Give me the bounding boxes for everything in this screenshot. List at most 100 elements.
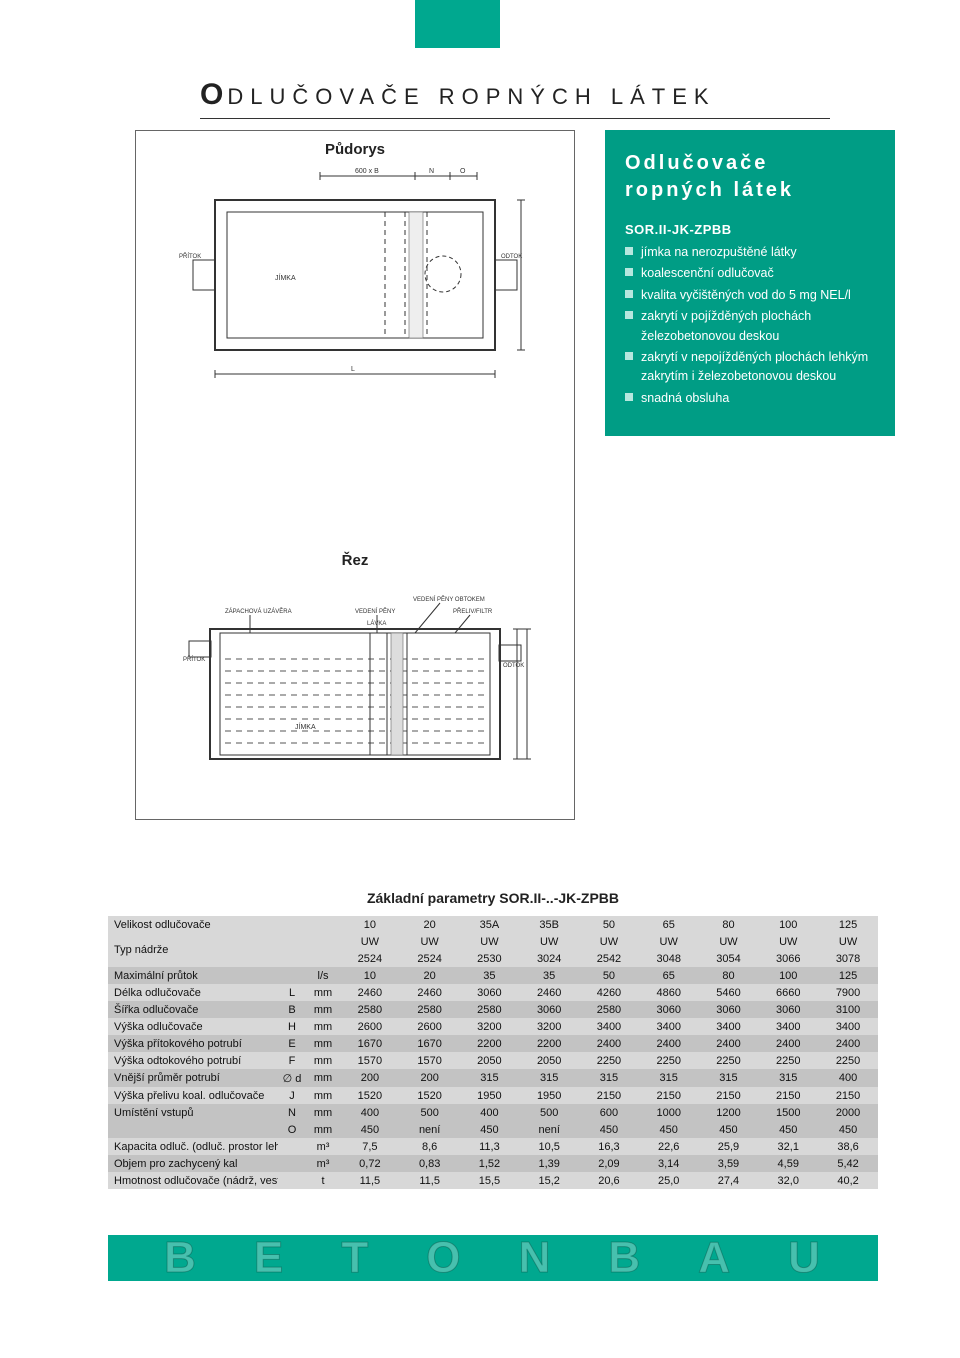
param-val: 2200 [460,1035,520,1052]
param-val: 2200 [519,1035,579,1052]
footer-brand-letter: E [254,1233,285,1283]
param-val: 1950 [519,1087,579,1104]
param-val: 3066 [758,950,818,967]
param-sym [278,967,306,984]
param-val: 400 [340,1104,400,1121]
param-val: 80 [699,916,759,933]
param-unit: l/s [306,967,340,984]
param-val: 2250 [818,1052,878,1069]
param-unit: t [306,1172,340,1189]
param-val: 3100 [818,1001,878,1018]
label-pritok: PŘÍTOK [179,252,201,260]
param-val: 80 [699,967,759,984]
param-val: 11,3 [460,1138,520,1155]
param-val: 2530 [460,950,520,967]
label-zaplach: ZÁPACHOVÁ UZÁVĚRA [225,607,292,615]
param-val: 38,6 [818,1138,878,1155]
param-sym [278,916,306,933]
param-sym: L [278,984,306,1001]
param-unit: m³ [306,1138,340,1155]
param-label: Výška odtokového potrubí [108,1052,278,1069]
param-val: 200 [340,1069,400,1087]
param-val: 2460 [340,984,400,1001]
info-heading: Odlučovače ropných látek [625,150,875,204]
param-val: 1000 [639,1104,699,1121]
param-val: UW [699,933,759,950]
param-val: UW [340,933,400,950]
param-val: 2400 [758,1035,818,1052]
param-val: UW [579,933,639,950]
param-val: 20 [400,967,460,984]
param-label: Výška přítokového potrubí [108,1035,278,1052]
param-label: Kapacita odluč. (odluč. prostor lehké ka… [108,1138,278,1155]
footer-brand-letter: A [698,1233,732,1283]
info-heading-l2: ropných látek [625,179,794,201]
param-val: 2580 [400,1001,460,1018]
param-val: 10,5 [519,1138,579,1155]
param-unit: mm [306,1069,340,1087]
param-val: 1950 [460,1087,520,1104]
param-val: 1520 [340,1087,400,1104]
param-val: 2150 [758,1087,818,1104]
param-val: 32,0 [758,1172,818,1189]
footer-brand-letter: B [164,1233,198,1283]
param-unit: m³ [306,1155,340,1172]
param-val: 1570 [400,1052,460,1069]
param-val: 1670 [340,1035,400,1052]
info-heading-l1: Odlučovače [625,152,768,174]
param-val: 2580 [460,1001,520,1018]
param-val: není [519,1121,579,1138]
param-val: 6660 [758,984,818,1001]
param-val: 8,6 [400,1138,460,1155]
param-val: 50 [579,916,639,933]
param-val: 25,9 [699,1138,759,1155]
footer-brand-letter: T [341,1233,370,1283]
param-val: UW [460,933,520,950]
page-title-first: O [200,78,225,111]
param-unit: mm [306,1001,340,1018]
param-val: 500 [400,1104,460,1121]
plan-view-title: Půdorys [136,141,574,158]
param-val: UW [400,933,460,950]
param-val: 4860 [639,984,699,1001]
param-val: 1500 [758,1104,818,1121]
param-sym: F [278,1052,306,1069]
param-val: 400 [818,1069,878,1087]
param-label: Maximální průtok [108,967,278,984]
param-unit: mm [306,1052,340,1069]
param-val: 5460 [699,984,759,1001]
params-table-title: Základní parametry SOR.II-..-JK-ZPBB [108,890,878,906]
param-val: 315 [639,1069,699,1087]
diagram-panel: Půdorys 600 x B N O PŘÍTOK ODTOK [135,130,575,820]
param-val: 2,09 [579,1155,639,1172]
param-val: 3200 [460,1018,520,1035]
param-unit: mm [306,984,340,1001]
info-panel: Odlučovače ropných látek SOR.II-JK-ZPBB … [605,130,895,436]
param-val: 600 [579,1104,639,1121]
param-val: 15,5 [460,1172,520,1189]
param-val: 2150 [639,1087,699,1104]
param-val: 3024 [519,950,579,967]
param-val: 2460 [519,984,579,1001]
params-table: Velikost odlučovače102035A35B50658010012… [108,916,878,1189]
param-val: 315 [758,1069,818,1087]
param-unit: mm [306,1104,340,1121]
param-val: 4,59 [758,1155,818,1172]
param-label: Hmotnost odlučovače (nádrž, vestavba) [108,1172,278,1189]
footer-brand-letter: U [788,1233,822,1283]
param-val: 2400 [818,1035,878,1052]
param-val: 100 [758,916,818,933]
param-val: 22,6 [639,1138,699,1155]
param-sym [278,1155,306,1172]
footer-brand-letter: O [426,1233,462,1283]
param-val: 32,1 [758,1138,818,1155]
param-val: 400 [460,1104,520,1121]
param-val: 3400 [579,1018,639,1035]
param-val: 3400 [758,1018,818,1035]
param-val: 3,59 [699,1155,759,1172]
param-sym: ∅ d [278,1069,306,1087]
param-label: Objem pro zachycený kal [108,1155,278,1172]
param-sym: J [278,1087,306,1104]
dim-N: N [429,168,434,175]
param-val: UW [818,933,878,950]
